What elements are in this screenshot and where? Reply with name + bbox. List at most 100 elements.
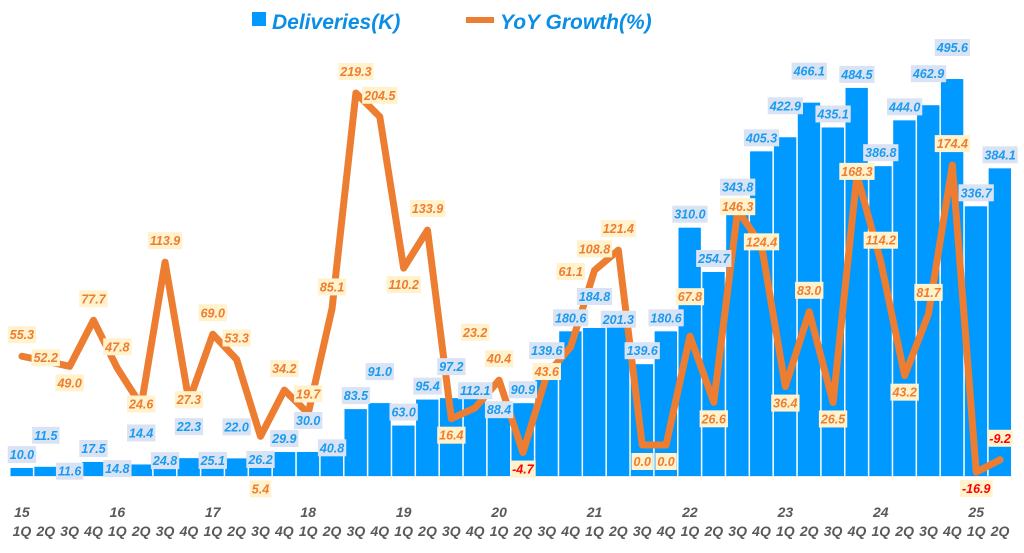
x-tick-quarter: 1Q bbox=[203, 523, 222, 539]
line-data-label: 67.8 bbox=[675, 288, 705, 306]
bar-data-label-bg bbox=[127, 424, 156, 442]
line-data-label-text: -16.9 bbox=[962, 482, 991, 496]
line-data-label-bg bbox=[461, 323, 490, 341]
bar-data-label-bg bbox=[389, 403, 418, 421]
bar-data-label: 40.8 bbox=[317, 439, 347, 457]
legend-swatch-deliveries bbox=[252, 12, 266, 26]
bar-data-label-text: 14.4 bbox=[129, 426, 153, 440]
bar-data-label-text: 25.1 bbox=[200, 454, 225, 468]
line-data-label-text: 204.5 bbox=[363, 89, 396, 103]
line-data-label: 52.2 bbox=[31, 349, 60, 367]
line-data-label-text: 27.3 bbox=[176, 393, 201, 407]
line-data-label: 219.3 bbox=[338, 63, 374, 81]
line-data-label-bg bbox=[934, 135, 970, 153]
bar-data-label-bg bbox=[150, 452, 180, 470]
line-data-label-text: 40.4 bbox=[486, 352, 511, 366]
line-data-label-bg bbox=[818, 410, 848, 428]
bar-data-label-bg bbox=[696, 249, 732, 267]
x-tick-quarter: 2Q bbox=[990, 523, 1010, 539]
x-tick-year: 15 bbox=[14, 504, 30, 520]
bar-data-label-bg bbox=[55, 462, 84, 480]
x-tick-quarter: 1Q bbox=[776, 523, 795, 539]
line-data-label: 83.0 bbox=[795, 281, 824, 299]
line-data-label-bg bbox=[959, 480, 993, 498]
line-data-label-text: 34.2 bbox=[272, 362, 296, 376]
line-data-label: -16.9 bbox=[959, 480, 993, 498]
bar bbox=[225, 458, 248, 476]
line-data-label-bg bbox=[890, 383, 919, 401]
x-tick-year: 17 bbox=[205, 504, 222, 520]
bar-data-label: 63.0 bbox=[389, 403, 418, 421]
bar-data-label-text: 462.9 bbox=[912, 67, 944, 81]
bar-data-label-bg bbox=[341, 387, 371, 405]
line-data-label: 81.7 bbox=[914, 283, 943, 301]
line-data-label-bg bbox=[31, 349, 60, 367]
bar-data-label: 184.8 bbox=[576, 287, 613, 305]
bar-data-label: 14.8 bbox=[103, 460, 132, 478]
bar-data-label: 83.5 bbox=[341, 387, 371, 405]
line-data-label-text: 110.2 bbox=[388, 278, 418, 292]
line-data-label-text: 16.4 bbox=[439, 429, 463, 443]
bar-data-label: 97.2 bbox=[437, 358, 466, 376]
x-tick-quarter: 4Q bbox=[560, 523, 580, 539]
bar-data-label-text: 466.1 bbox=[793, 65, 825, 79]
bar-data-label: 139.6 bbox=[529, 342, 565, 360]
bar-data-label: 29.9 bbox=[270, 430, 299, 448]
x-tick-quarter: 4Q bbox=[369, 523, 389, 539]
line-data-label: 53.3 bbox=[222, 329, 251, 347]
line-data-label-text: 47.8 bbox=[104, 340, 129, 354]
line-data-label: 24.6 bbox=[127, 395, 156, 413]
bar-data-label: 14.4 bbox=[127, 424, 156, 442]
bar-data-label-text: 10.0 bbox=[10, 448, 34, 462]
bar-data-label-text: 63.0 bbox=[391, 406, 415, 420]
line-data-label-bg bbox=[437, 426, 466, 444]
x-tick-quarter: 4Q bbox=[179, 523, 199, 539]
x-tick-quarter: 4Q bbox=[274, 523, 294, 539]
bar-data-label-text: 95.4 bbox=[415, 380, 439, 394]
line-data-label-text: 81.7 bbox=[916, 286, 941, 300]
line-data-label: 34.2 bbox=[270, 360, 299, 378]
line-data-label-text: 49.0 bbox=[56, 376, 81, 390]
line-data-label-text: 168.3 bbox=[841, 165, 872, 179]
line-data-label: 108.8 bbox=[576, 240, 613, 258]
line-data-label-text: 19.7 bbox=[296, 387, 321, 401]
line-data-label: 113.9 bbox=[147, 232, 183, 250]
bar-data-label-text: 30.0 bbox=[296, 414, 320, 428]
line-data-label-bg bbox=[198, 304, 227, 322]
line-data-label-bg bbox=[655, 453, 677, 470]
bar bbox=[654, 331, 677, 476]
line-data-label-bg bbox=[631, 453, 653, 470]
bar-data-label-text: 254.7 bbox=[697, 252, 730, 266]
x-tick-quarter: 1Q bbox=[681, 523, 700, 539]
bar-data-label-bg bbox=[174, 418, 204, 436]
line-data-label-text: 121.4 bbox=[603, 222, 634, 236]
x-tick-quarter: 2Q bbox=[131, 523, 151, 539]
bar-data-label-text: 139.6 bbox=[627, 344, 659, 358]
line-data-label-text: 113.9 bbox=[150, 234, 180, 248]
x-tick-quarter: 4Q bbox=[83, 523, 103, 539]
bar-data-label-bg bbox=[600, 310, 636, 328]
line-data-label-text: 146.3 bbox=[722, 200, 753, 214]
x-tick-quarter: 3Q bbox=[60, 523, 79, 539]
line-data-label-bg bbox=[386, 276, 421, 294]
line-data-label-bg bbox=[55, 374, 84, 392]
line-data-label-text: 77.7 bbox=[81, 292, 106, 306]
x-tick-quarter: 2Q bbox=[35, 523, 55, 539]
bar-data-label: 22.3 bbox=[174, 418, 204, 436]
line-data-label-bg bbox=[222, 329, 251, 347]
bar bbox=[583, 327, 606, 476]
bar bbox=[940, 79, 964, 476]
line-data-label-text: 36.4 bbox=[773, 397, 797, 411]
bar bbox=[10, 467, 33, 476]
bar-data-label-bg bbox=[7, 445, 37, 463]
bar-data-label-text: 405.3 bbox=[745, 131, 777, 145]
line-data-label-text: 219.3 bbox=[339, 65, 371, 79]
bar-data-label: 26.2 bbox=[246, 451, 275, 469]
bar-data-label-bg bbox=[720, 178, 756, 196]
bar-data-label: 466.1 bbox=[791, 62, 827, 80]
legend-label-deliveries: Deliveries(K) bbox=[272, 11, 400, 34]
x-tick-quarter: 3Q bbox=[442, 523, 461, 539]
x-tick-quarter: 1Q bbox=[871, 523, 890, 539]
bar-data-label-bg bbox=[79, 439, 108, 457]
x-tick-quarter: 1Q bbox=[13, 523, 32, 539]
